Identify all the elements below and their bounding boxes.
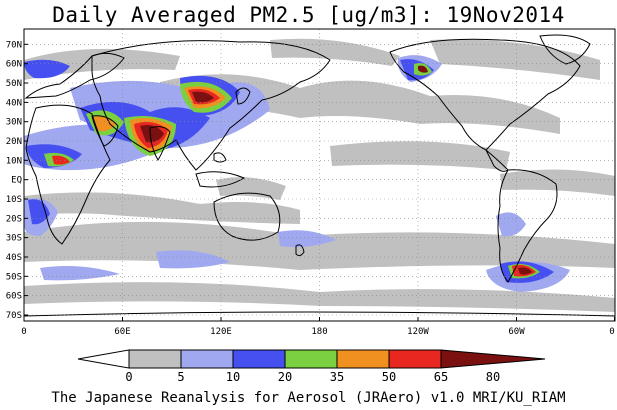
- lon-label: 0: [21, 327, 26, 337]
- colorbar-tick-label: 10: [226, 370, 240, 384]
- coastlines: [24, 34, 615, 317]
- lat-label: 30S: [6, 234, 22, 244]
- lat-label: 20N: [6, 137, 22, 147]
- lat-label: 40S: [6, 253, 22, 263]
- colorbar-segment: [284, 349, 338, 369]
- lat-label: 70S: [6, 311, 22, 321]
- lon-labels: 0 60E 120E 180 120W 60W 0: [21, 327, 614, 337]
- pm25-fields: [24, 29, 615, 321]
- colorbar-segment: [128, 349, 182, 369]
- lon-label: 60E: [114, 327, 130, 337]
- lat-label: 30N: [6, 118, 22, 128]
- colorbar-tick-label: 80: [486, 370, 500, 384]
- colorbar-tick-label: 65: [434, 370, 448, 384]
- colorbar-segment: [77, 349, 130, 369]
- lat-label: 10N: [6, 156, 22, 166]
- lat-labels: 70N 60N 50N 40N 30N 20N 10N EQ 10S 20S 3…: [6, 40, 22, 321]
- colorbar-tick-label: 20: [278, 370, 292, 384]
- lat-label: 10S: [6, 195, 22, 205]
- pm25-level-80-plus: [140, 65, 532, 275]
- lat-label: 70N: [6, 40, 22, 50]
- lon-label: 120E: [210, 327, 232, 337]
- lon-label: 180: [311, 327, 327, 337]
- colorbar-tick-label: 35: [330, 370, 344, 384]
- colorbar: 0 5 10 20 35 50 65 80: [77, 349, 546, 384]
- colorbar-tick-label: 0: [125, 370, 132, 384]
- lon-label: 120W: [407, 327, 429, 337]
- lon-label: 0: [609, 327, 614, 337]
- lat-ticks: [24, 43, 28, 316]
- colorbar-segment: [180, 349, 234, 369]
- lat-label: 20S: [6, 214, 22, 224]
- colorbar-segment: [388, 349, 442, 369]
- map-title: Daily Averaged PM2.5 [ug/m3]: 19Nov2014: [52, 3, 565, 27]
- graticule: [24, 29, 615, 321]
- colorbar-tick-label: 5: [177, 370, 184, 384]
- lat-label: EQ: [11, 176, 22, 186]
- lat-label: 40N: [6, 98, 22, 108]
- lat-label: 50S: [6, 272, 22, 282]
- footer-credit: The Japanese Reanalysis for Aerosol (JRA…: [51, 390, 566, 406]
- colorbar-tick-label: 50: [382, 370, 396, 384]
- lat-label: 60N: [6, 60, 22, 70]
- lon-ticks: [23, 317, 615, 321]
- colorbar-segment: [232, 349, 286, 369]
- lat-label: 50N: [6, 79, 22, 89]
- colorbar-segment: [440, 349, 546, 369]
- lat-label: 60S: [6, 292, 22, 302]
- colorbar-segment: [336, 349, 390, 369]
- lon-label: 60W: [508, 327, 525, 337]
